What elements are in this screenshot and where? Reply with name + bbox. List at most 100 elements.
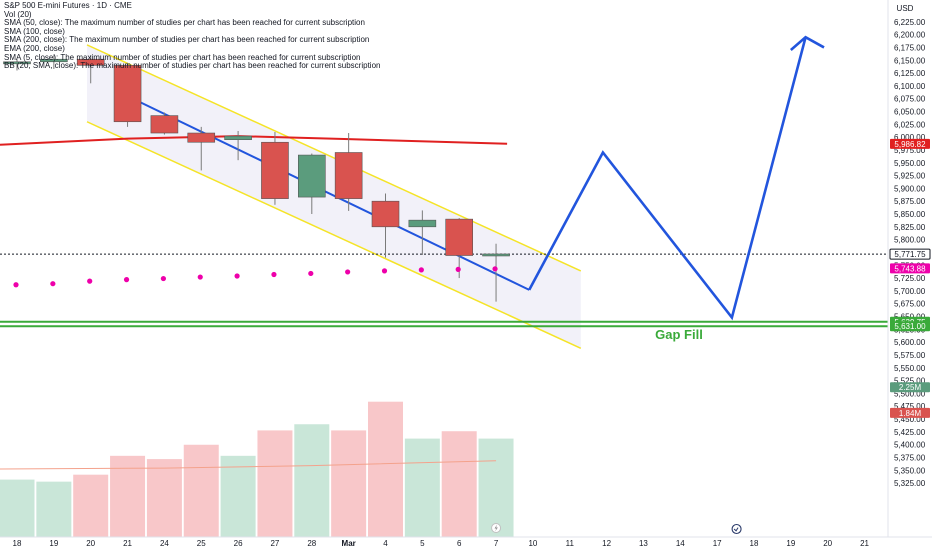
candle-body: [261, 141, 289, 199]
price-tag-box: [890, 138, 930, 149]
price-axis-currency: USD: [897, 4, 914, 13]
candle-body: [40, 58, 68, 63]
volume-bar: [441, 431, 477, 537]
volume-bar: [331, 430, 367, 537]
price-tag-label: 5,743.88: [894, 264, 926, 273]
time-tick-label: 20: [823, 539, 832, 548]
volume-bars: [0, 401, 514, 537]
time-tick-label: 6: [457, 539, 462, 548]
candle-body: [224, 135, 252, 140]
sma5-dot: [160, 275, 166, 282]
time-tick-label: 13: [639, 539, 648, 548]
sma5-dot: [87, 278, 93, 284]
sma5-dot: [381, 268, 388, 274]
sma5-dot: [234, 273, 240, 279]
time-tick-label: 18: [13, 539, 22, 548]
volume-bar: [478, 438, 514, 537]
indicator-sma50[interactable]: SMA (50, close): The maximum number of s…: [4, 18, 365, 28]
symbol-title[interactable]: S&P 500 E-mini Futures · 1D · CME: [4, 1, 132, 10]
price-tick-label: 6,200.00: [894, 31, 926, 40]
price-tag-box: [890, 382, 930, 393]
projection-line: [528, 36, 807, 321]
price-tick-label: 6,100.00: [894, 82, 926, 91]
volume-bar: [183, 444, 219, 537]
time-tick-label: 10: [528, 539, 537, 548]
price-tick-label: 6,050.00: [894, 108, 926, 117]
candle-body: [113, 65, 142, 123]
indicator-bb[interactable]: BB (20, SMA, close): The maximum number …: [4, 61, 381, 71]
price-tag-box: [890, 263, 930, 274]
price-tick-label: 5,500.00: [894, 389, 926, 398]
time-tick-label: 27: [270, 539, 279, 548]
volume-bar: [0, 479, 35, 537]
time-tick-label: 7: [494, 539, 499, 548]
price-tick-label: 6,125.00: [894, 69, 926, 78]
clock-icon-mark: [733, 527, 739, 532]
time-axis[interactable]: 18 19 20 21 24 25 26 27 28 Mar 4 5 6 7 10 11 12 13 14 17 18 1…: [0, 536, 932, 548]
time-tick-label: 17: [713, 539, 722, 548]
price-tag-box: [889, 248, 931, 260]
price-tick-label: 5,475.00: [894, 402, 926, 411]
candle-body: [482, 253, 510, 257]
volume-bar: [110, 455, 146, 537]
projection-arrowhead: [789, 35, 825, 51]
time-tick-label: 21: [123, 539, 132, 548]
volume-bar: [257, 430, 293, 537]
candle-body: [3, 61, 31, 65]
clock-icon-circle: [731, 523, 742, 535]
time-tick-label: 11: [566, 539, 575, 548]
price-tag-box: [890, 407, 930, 418]
sma5-dot: [345, 269, 351, 275]
candle-body: [187, 132, 216, 143]
price-tick-label: 5,875.00: [894, 197, 926, 206]
price-tick-label: 5,350.00: [894, 466, 926, 475]
time-tick-label: 20: [86, 539, 95, 548]
volume-bar: [404, 438, 440, 537]
indicator-vol[interactable]: Vol (20): [4, 9, 32, 19]
time-tick-label: 12: [602, 539, 611, 548]
price-tag-label: 5,986.82: [894, 140, 926, 149]
price-tick-label: 5,600.00: [894, 338, 926, 347]
candle-body: [371, 200, 400, 228]
indicator-sma5[interactable]: SMA (5, close): The maximum number of st…: [4, 52, 361, 62]
time-tick-label: 26: [234, 539, 243, 548]
indicator-sma200[interactable]: SMA (200, close): The maximum number of …: [4, 35, 370, 45]
price-tag-label: 2.25M: [899, 383, 922, 392]
clock-icon: [731, 523, 742, 535]
indicator-sma100[interactable]: SMA (100, close): [4, 26, 65, 36]
sma5-dot: [50, 281, 56, 287]
price-tag-label: 1.84M: [899, 409, 922, 418]
volume-bar: [36, 481, 72, 537]
volume-ma-line: [0, 460, 497, 470]
price-tick-label: 5,975.00: [894, 146, 926, 155]
price-tick-label: 5,800.00: [894, 236, 926, 245]
legend-header: S&P 500 E-mini Futures · 1D · CME Vol (2…: [4, 1, 381, 71]
price-tag-label: 5,631.00: [894, 322, 926, 331]
price-tick-label: 5,900.00: [894, 184, 926, 193]
time-tick-label: 28: [307, 539, 316, 548]
price-tick-label: 6,025.00: [894, 120, 926, 129]
price-tag-box: [890, 321, 930, 332]
channel-upper-line: [86, 44, 582, 272]
price-tick-label: 5,725.00: [894, 274, 926, 283]
candle-body: [297, 154, 326, 198]
indicator-ema200[interactable]: EMA (200, close): [4, 43, 65, 53]
price-tick-label: 5,550.00: [894, 364, 926, 373]
price-tick-label: 6,225.00: [894, 18, 926, 27]
price-tag-label: 5,771.75: [894, 250, 926, 259]
sma5-dot: [123, 277, 130, 283]
time-tick-label: 19: [49, 539, 58, 548]
price-tick-label: 6,175.00: [894, 43, 926, 52]
volume-bar: [73, 474, 109, 537]
candle-body: [150, 115, 179, 134]
time-tick-label: 4: [383, 539, 388, 548]
channel-midline: [127, 95, 530, 291]
time-tick-label: 21: [860, 539, 869, 548]
sma5-dot: [455, 266, 461, 272]
sma5-dot: [197, 274, 203, 280]
volume-bar: [146, 459, 182, 537]
volume-bar: [220, 455, 256, 537]
price-tick-label: 5,575.00: [894, 351, 926, 360]
sma5-dot: [271, 271, 277, 278]
